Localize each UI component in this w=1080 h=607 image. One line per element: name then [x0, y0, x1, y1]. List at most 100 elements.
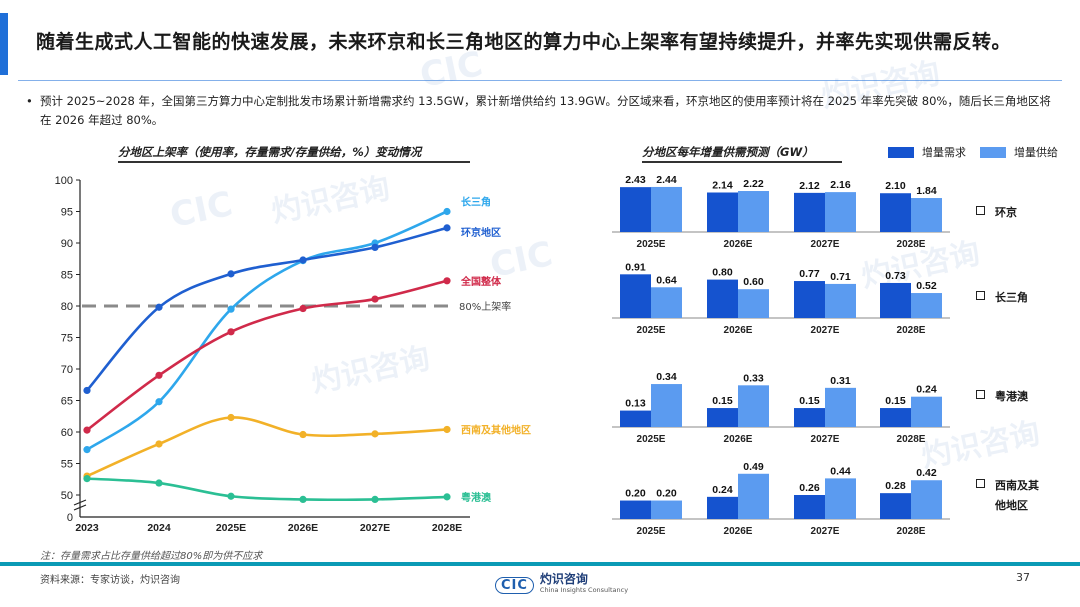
bar-demand — [620, 500, 651, 519]
legend-supply: 增量供给 — [980, 144, 1058, 160]
data-point — [299, 304, 307, 313]
y-tick-label: 80 — [61, 301, 73, 313]
footnote: 注：存量需求占比存量供给超过80%即为供不应求 — [40, 551, 263, 562]
bar-value-label: 0.15 — [799, 395, 820, 407]
bar-value-label: 0.24 — [712, 484, 733, 496]
y-tick-label: 90 — [61, 238, 73, 250]
y-tick-label: 0 — [67, 512, 73, 524]
bar-value-label: 0.73 — [885, 270, 906, 282]
data-point — [227, 492, 235, 500]
data-point — [443, 224, 451, 232]
bar-supply — [911, 293, 942, 318]
x-tick-label: 2028E — [897, 325, 926, 336]
source-note: 资料来源：专家访谈，灼识咨询 — [40, 575, 180, 586]
x-tick-label: 2026E — [724, 325, 753, 336]
series-label: 环京地区 — [461, 226, 501, 239]
bar-supply — [825, 283, 856, 318]
data-point — [155, 440, 163, 448]
logo-cn: 灼识咨询 — [539, 572, 588, 586]
bar-value-label: 0.20 — [625, 488, 646, 500]
y-tick-label: 50 — [61, 490, 73, 502]
data-point — [227, 328, 235, 336]
x-tick-label: 2028E — [897, 434, 926, 445]
bar-value-label: 2.44 — [656, 174, 677, 186]
region-name: 粤港澳 — [995, 390, 1028, 403]
bar-value-label: 0.60 — [743, 276, 764, 288]
bar-supply — [825, 478, 856, 519]
bar-value-label: 0.13 — [625, 398, 646, 410]
bar-value-label: 1.84 — [916, 185, 937, 197]
bar-supply — [825, 387, 856, 427]
data-point — [155, 479, 163, 487]
region-square-icon — [976, 479, 985, 488]
cic-logo-icon: CIC — [495, 576, 534, 594]
data-point — [371, 495, 379, 504]
page-number: 37 — [1016, 571, 1030, 584]
bar-value-label: 0.34 — [656, 371, 677, 383]
bar-demand — [794, 495, 825, 519]
x-tick-label: 2026E — [288, 522, 318, 534]
region-name: 环京 — [995, 206, 1017, 219]
bar-demand — [620, 410, 651, 427]
bullet-dot-icon: • — [26, 94, 33, 108]
x-tick-label: 2025E — [637, 434, 666, 445]
y-tick-label: 100 — [55, 175, 73, 187]
bar-value-label: 2.14 — [712, 179, 733, 191]
bar-demand — [620, 274, 651, 318]
bar-value-label: 0.31 — [830, 375, 851, 387]
x-tick-label: 2023 — [75, 522, 99, 534]
company-logo: CIC 灼识咨询 China Insights Consultancy — [495, 572, 629, 596]
region-label-yuegangao: 粤港澳 — [976, 387, 1043, 407]
bar-demand — [880, 193, 911, 232]
bar-demand — [794, 408, 825, 427]
x-tick-label: 2026E — [724, 239, 753, 250]
bar-value-label: 0.52 — [916, 280, 937, 292]
region-name: 长三角 — [995, 291, 1028, 304]
bar-supply — [738, 191, 769, 232]
series-label: 西南及其他地区 — [461, 423, 531, 436]
data-point — [443, 277, 451, 285]
legend-label-demand: 增量需求 — [922, 146, 966, 159]
x-tick-label: 2025E — [637, 239, 666, 250]
x-tick-label: 2025E — [216, 522, 246, 534]
region-name: 西南及其 他地区 — [995, 476, 1043, 516]
region-name-line: 他地区 — [995, 499, 1028, 512]
bar-supply — [651, 384, 682, 427]
x-tick-label: 2028E — [897, 526, 926, 537]
x-tick-label: 2024 — [147, 522, 171, 534]
data-point — [227, 305, 235, 313]
bar-supply — [911, 396, 942, 427]
legend-swatch-demand — [888, 146, 914, 158]
logo-en: China Insights Consultancy — [539, 586, 629, 594]
bar-chart-title: 分地区每年增量供需预测（GW） — [642, 145, 814, 159]
y-tick-label: 55 — [61, 459, 73, 471]
summary-text: 预计 2025~2028 年，全国第三方算力中心定制批发市场累计新增需求约 13… — [40, 94, 1051, 127]
data-point — [83, 386, 91, 395]
title-divider — [18, 80, 1062, 81]
region-square-icon — [976, 390, 985, 399]
series-line — [86, 279, 448, 432]
bar-value-label: 0.44 — [830, 465, 851, 477]
watermark-text: 灼识咨询 — [858, 235, 984, 296]
x-tick-label: 2028E — [432, 522, 462, 534]
legend-swatch-supply — [980, 146, 1006, 158]
data-point — [227, 270, 235, 278]
bar-supply — [738, 385, 769, 427]
bar-value-label: 0.15 — [885, 395, 906, 407]
x-tick-label: 2025E — [637, 325, 666, 336]
series-line — [86, 226, 448, 392]
x-tick-label: 2027E — [360, 522, 390, 534]
region-label-huanjing: 环京 — [976, 203, 1043, 223]
data-point — [371, 243, 379, 252]
line-chart-title-underline — [118, 161, 470, 163]
bar-value-label: 0.15 — [712, 395, 733, 407]
bar-supply — [651, 287, 682, 318]
bar-value-label: 0.28 — [885, 480, 906, 492]
data-point — [155, 398, 163, 406]
bar-value-label: 0.64 — [656, 274, 677, 286]
line-chart-title: 分地区上架率（使用率，存量需求/存量供给，%）变动情况 — [118, 145, 422, 159]
data-point — [155, 371, 163, 379]
bar-value-label: 0.24 — [916, 384, 937, 396]
x-tick-label: 2027E — [811, 325, 840, 336]
